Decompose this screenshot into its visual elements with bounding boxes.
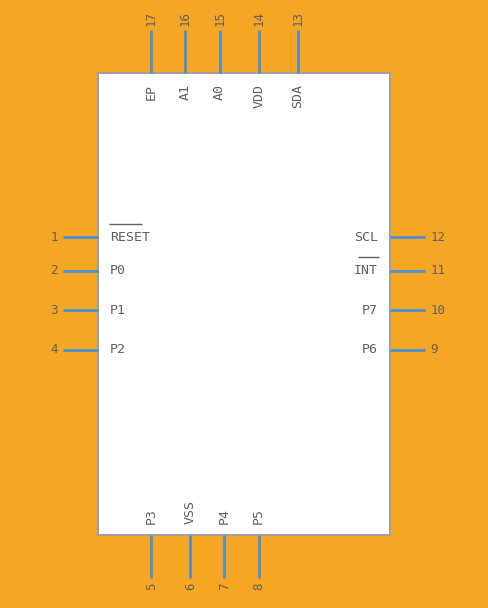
Text: A1: A1 xyxy=(179,84,192,100)
Text: VSS: VSS xyxy=(184,500,197,524)
Text: 17: 17 xyxy=(145,10,158,26)
Text: 14: 14 xyxy=(252,10,265,26)
Text: P5: P5 xyxy=(252,508,265,524)
Text: 12: 12 xyxy=(430,230,446,244)
Text: 8: 8 xyxy=(252,582,265,590)
Text: 1: 1 xyxy=(50,230,58,244)
Text: P4: P4 xyxy=(218,508,231,524)
Text: A0: A0 xyxy=(213,84,226,100)
Text: 11: 11 xyxy=(430,264,446,277)
Text: 15: 15 xyxy=(213,10,226,26)
Text: 10: 10 xyxy=(430,303,446,317)
Text: EP: EP xyxy=(145,84,158,100)
Text: 5: 5 xyxy=(145,582,158,590)
Text: 7: 7 xyxy=(218,582,231,590)
Text: 9: 9 xyxy=(430,343,438,356)
Text: P0: P0 xyxy=(110,264,126,277)
Text: 2: 2 xyxy=(50,264,58,277)
Text: 13: 13 xyxy=(291,10,304,26)
Text: 4: 4 xyxy=(50,343,58,356)
Text: SCL: SCL xyxy=(354,230,378,244)
Text: P3: P3 xyxy=(145,508,158,524)
Text: P2: P2 xyxy=(110,343,126,356)
Text: RESET: RESET xyxy=(110,230,150,244)
Text: 3: 3 xyxy=(50,303,58,317)
Text: P1: P1 xyxy=(110,303,126,317)
Text: P7: P7 xyxy=(362,303,378,317)
Text: SDA: SDA xyxy=(291,84,304,108)
Text: VDD: VDD xyxy=(252,84,265,108)
Text: P6: P6 xyxy=(362,343,378,356)
Text: 6: 6 xyxy=(184,582,197,590)
Bar xyxy=(98,73,390,535)
Text: INT: INT xyxy=(354,264,378,277)
Text: 16: 16 xyxy=(179,10,192,26)
